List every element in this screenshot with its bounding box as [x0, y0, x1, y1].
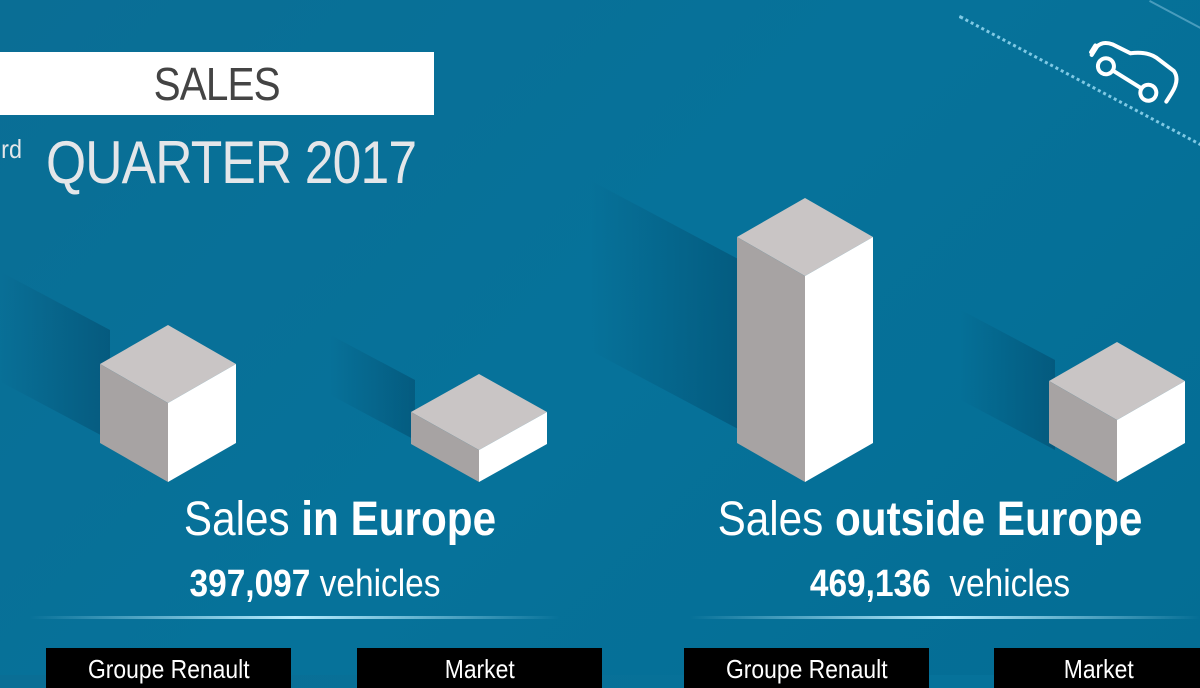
title-banner: SALES	[0, 52, 434, 115]
section-title-outside-europe: Sales outside Europe	[692, 492, 1167, 547]
vehicle-count: 397,097	[189, 563, 311, 605]
section-title-bold: outside Europe	[834, 493, 1143, 546]
divider-glow	[690, 616, 1200, 619]
label-groupe-renault-outside: Groupe Renault	[684, 648, 929, 688]
bar-outside-market	[1049, 342, 1185, 482]
vehicle-unit: vehicles	[310, 563, 441, 605]
section-title-light: Sales	[717, 493, 835, 546]
section-title-light: Sales	[183, 493, 302, 546]
label-text: Groupe Renault	[87, 654, 250, 684]
label-market-europe: Market	[357, 648, 602, 688]
car-icon	[1089, 40, 1179, 104]
section-title-europe: Sales in Europe	[120, 492, 560, 547]
label-text: Market	[1064, 654, 1134, 684]
vehicle-unit: vehicles	[930, 563, 1071, 605]
title-text: SALES	[153, 57, 281, 110]
bar-europe-market	[411, 374, 547, 482]
vehicle-count: 469,136	[809, 563, 931, 605]
label-text: Groupe Renault	[725, 654, 888, 684]
quarter-ordinal: rd	[1, 134, 22, 164]
section-count-outside-europe: 469,136 vehicles	[720, 563, 1160, 606]
label-groupe-renault-europe: Groupe Renault	[46, 648, 291, 688]
bar-europe-groupe-renault	[100, 325, 236, 482]
section-count-europe: 397,097 vehicles	[117, 563, 513, 606]
divider-glow	[30, 616, 560, 619]
label-text: Market	[444, 654, 515, 684]
quarter-text: QUARTER 2017	[46, 129, 417, 196]
bar-outside-groupe-renault	[737, 198, 873, 482]
label-market-outside: Market	[994, 648, 1200, 688]
section-title-bold: in Europe	[301, 493, 497, 546]
